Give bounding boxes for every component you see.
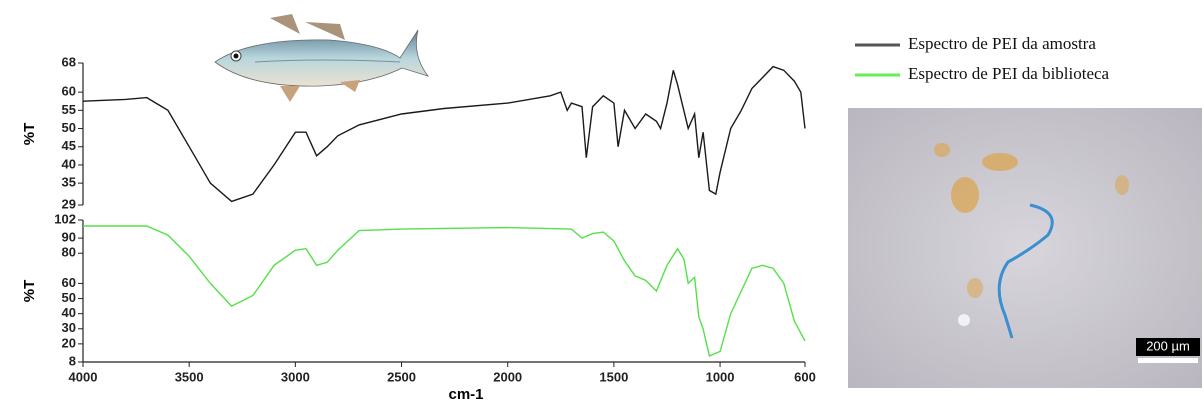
y-tick-label: 60 [62, 84, 76, 99]
legend-label: Espectro de PEI da biblioteca [908, 64, 1110, 83]
scale-label: 200 µm [1146, 338, 1190, 353]
y-tick-label: 102 [54, 211, 76, 226]
y-tick-label: 55 [62, 102, 76, 117]
x-tick-label: 600 [794, 369, 816, 384]
y-tick-label: 40 [62, 305, 76, 320]
y-tick-label: 40 [62, 156, 76, 171]
y-tick-label: 30 [62, 320, 76, 335]
fish-illustration [214, 14, 430, 102]
y-tick-label: 80 [62, 245, 76, 260]
x-tick-label: 3500 [175, 369, 204, 384]
x-tick-label: 1500 [599, 369, 628, 384]
x-tick-label: 2500 [387, 369, 416, 384]
micrograph: 200 µm [848, 108, 1202, 388]
x-axis-label: cm-1 [448, 386, 483, 403]
y-tick-label: 8 [69, 353, 76, 368]
spectrum-line [82, 65, 806, 203]
y-tick-label: 20 [62, 335, 76, 350]
y-axis-label: %T [21, 123, 38, 146]
x-tick-label: 3000 [281, 369, 310, 384]
y-tick-label: 60 [62, 275, 76, 290]
spectrum-line [83, 225, 806, 357]
y-tick-label: 50 [62, 120, 76, 135]
y-tick-label: 68 [62, 54, 76, 69]
x-tick-label: 4000 [69, 369, 98, 384]
y-tick-label: 35 [62, 175, 76, 190]
x-tick-label: 2000 [493, 369, 522, 384]
x-tick-label: 1000 [706, 369, 735, 384]
y-tick-label: 50 [62, 290, 76, 305]
legend-label: Espectro de PEI da amostra [908, 34, 1096, 53]
y-axis-label: %T [21, 280, 38, 303]
y-tick-label: 45 [62, 138, 76, 153]
y-tick-label: 29 [62, 196, 76, 211]
y-tick-label: 90 [62, 230, 76, 245]
